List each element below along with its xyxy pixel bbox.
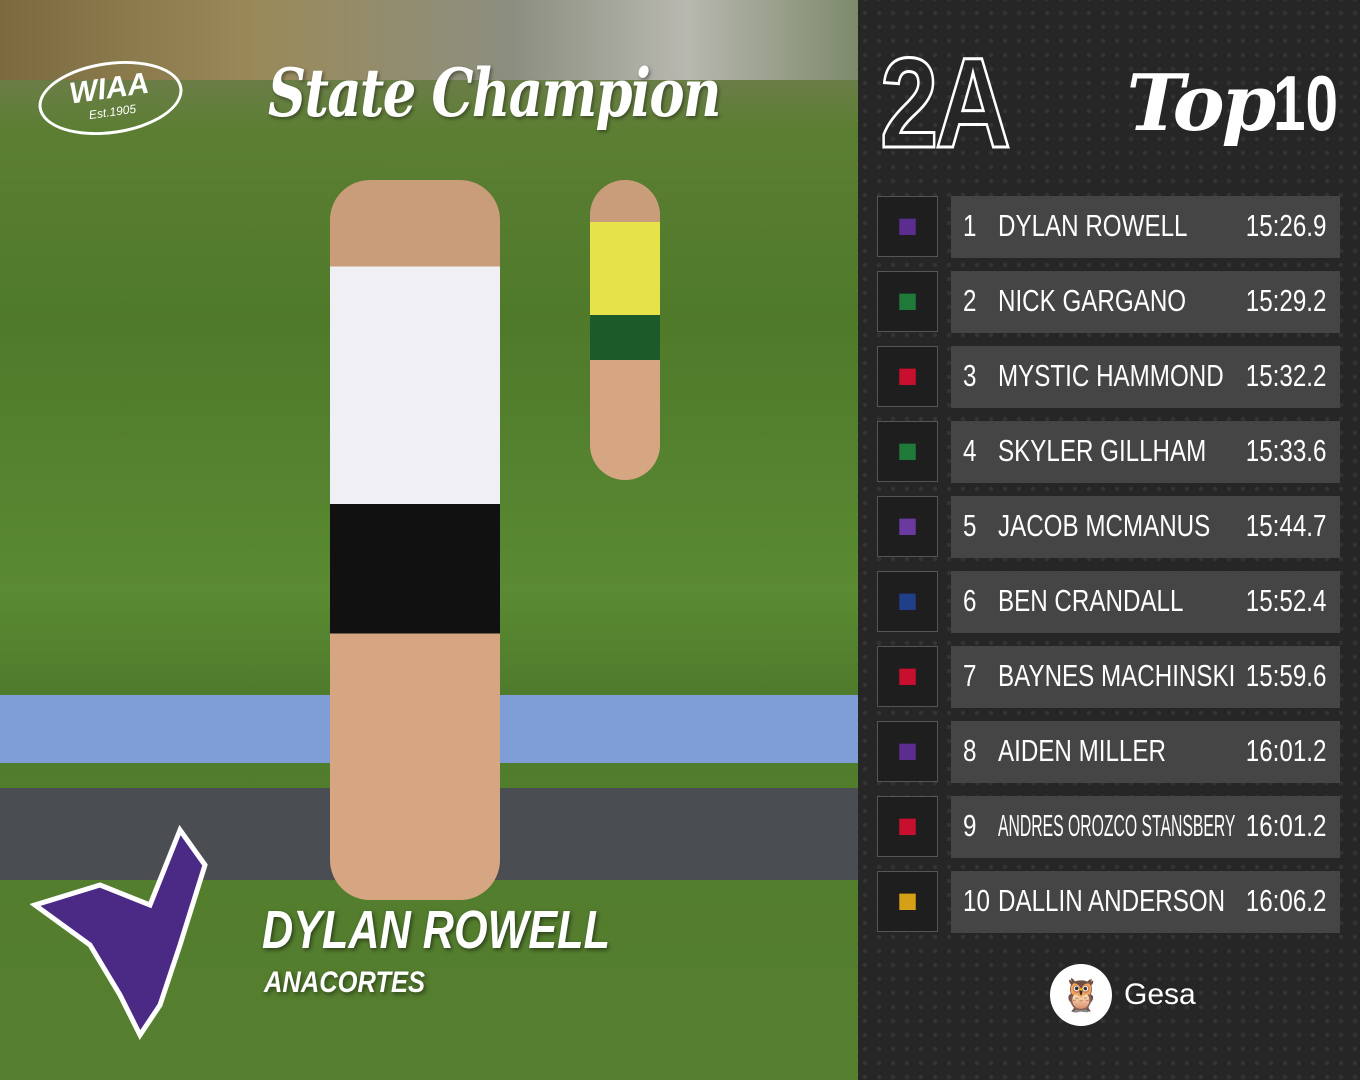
finish-time: 16:01.2 <box>1245 808 1326 843</box>
finish-time: 15:26.9 <box>1245 208 1326 243</box>
finish-time: 15:52.4 <box>1245 583 1326 618</box>
athlete-name: SKYLER GILLHAM <box>998 433 1207 468</box>
finish-time: 15:29.2 <box>1245 283 1326 318</box>
finish-time: 15:44.7 <box>1245 508 1326 543</box>
purple-hawk-icon: ■ <box>877 196 938 257</box>
rank: 1 <box>963 208 977 243</box>
ral-pride-icon: ■ <box>877 796 938 857</box>
rank: 2 <box>963 283 977 318</box>
background-trees <box>0 0 858 80</box>
finish-time: 15:32.2 <box>1245 358 1326 393</box>
result-row: ■ 3 MYSTIC HAMMOND 15:32.2 <box>877 346 1340 408</box>
champion-school: ANACORTES <box>264 966 426 999</box>
athlete-name: NICK GARGANO <box>998 283 1187 318</box>
finish-time: 15:59.6 <box>1245 658 1326 693</box>
race-photo: WIAA Est.1905 State Champion DYLAN ROWEL… <box>0 0 858 1080</box>
athlete-name: BAYNES MACHINSKI <box>998 658 1236 693</box>
athlete-name: JACOB MCMANUS <box>998 508 1211 543</box>
classification-label: 2A <box>879 31 1012 177</box>
rank: 4 <box>963 433 977 468</box>
result-bar: 3 MYSTIC HAMMOND 15:32.2 <box>951 346 1340 408</box>
top10-script: Top <box>1126 58 1277 149</box>
rank: 3 <box>963 358 977 393</box>
athlete-name: DYLAN ROWELL <box>998 208 1188 243</box>
athlete-name: MYSTIC HAMMOND <box>998 358 1224 393</box>
result-row: ■ 2 NICK GARGANO 15:29.2 <box>877 271 1340 333</box>
result-bar: 5 JACOB MCMANUS 15:44.7 <box>951 496 1340 558</box>
hawk-mascot-icon <box>30 825 208 1040</box>
champion-runner <box>330 180 500 900</box>
athlete-name: DALLIN ANDERSON <box>998 883 1226 918</box>
result-bar: 10 DALLIN ANDERSON 16:06.2 <box>951 871 1340 933</box>
finish-time: 16:06.2 <box>1245 883 1326 918</box>
result-bar: 7 BAYNES MACHINSKI 15:59.6 <box>951 646 1340 708</box>
result-row: ■ 10 DALLIN ANDERSON 16:06.2 <box>877 871 1340 933</box>
result-row: ■ 4 SKYLER GILLHAM 15:33.6 <box>877 421 1340 483</box>
result-bar: 1 DYLAN ROWELL 15:26.9 <box>951 196 1340 258</box>
result-row: ■ 6 BEN CRANDALL 15:52.4 <box>877 571 1340 633</box>
owl-icon: 🦉 <box>1050 964 1112 1026</box>
result-bar: 2 NICK GARGANO 15:29.2 <box>951 271 1340 333</box>
result-row: ■ 9 ANDRES OROZCO STANSBERY 16:01.2 <box>877 796 1340 858</box>
rank: 7 <box>963 658 977 693</box>
result-row: ■ 1 DYLAN ROWELL 15:26.9 <box>877 196 1340 258</box>
purple-hawk-icon: ■ <box>877 721 938 782</box>
athlete-name: BEN CRANDALL <box>998 583 1184 618</box>
page-title: State Champion <box>268 54 721 132</box>
results-panel: 2A Top10 ■ 1 DYLAN ROWELL 15:26.9 ■ 2 NIC… <box>858 0 1360 1080</box>
cr-letters-icon: ■ <box>877 496 938 557</box>
sponsor-name: Gesa <box>1124 978 1196 1011</box>
finish-time: 16:01.2 <box>1245 733 1326 768</box>
result-row: ■ 5 JACOB MCMANUS 15:44.7 <box>877 496 1340 558</box>
bulldog-e-icon: ■ <box>877 346 938 407</box>
top10-number: 10 <box>1273 59 1339 147</box>
sponsor-logo: 🦉 Gesa <box>1050 964 1196 1026</box>
spartan-helmet-icon: ■ <box>877 571 938 632</box>
champion-name: DYLAN ROWELL <box>262 900 610 960</box>
knight-seal-icon: ■ <box>877 871 938 932</box>
rank: 5 <box>963 508 977 543</box>
result-row: ■ 7 BAYNES MACHINSKI 15:59.6 <box>877 646 1340 708</box>
result-row: ■ 8 AIDEN MILLER 16:01.2 <box>877 721 1340 783</box>
result-bar: 9 ANDRES OROZCO STANSBERY 16:01.2 <box>951 796 1340 858</box>
top10-heading: Top10 <box>1127 58 1342 149</box>
athlete-name: AIDEN MILLER <box>998 733 1166 768</box>
rank: 8 <box>963 733 977 768</box>
rank: 10 <box>963 883 990 918</box>
rank: 9 <box>963 808 977 843</box>
green-s-anchor-icon: ■ <box>877 271 938 332</box>
result-bar: 6 BEN CRANDALL 15:52.4 <box>951 571 1340 633</box>
result-bar: 4 SKYLER GILLHAM 15:33.6 <box>951 421 1340 483</box>
athlete-name: ANDRES OROZCO STANSBERY <box>998 808 1236 843</box>
finish-time: 15:33.6 <box>1245 433 1326 468</box>
green-s-anchor-icon: ■ <box>877 421 938 482</box>
second-runner <box>590 180 660 480</box>
result-bar: 8 AIDEN MILLER 16:01.2 <box>951 721 1340 783</box>
red-hawk-icon: ■ <box>877 646 938 707</box>
rank: 6 <box>963 583 977 618</box>
